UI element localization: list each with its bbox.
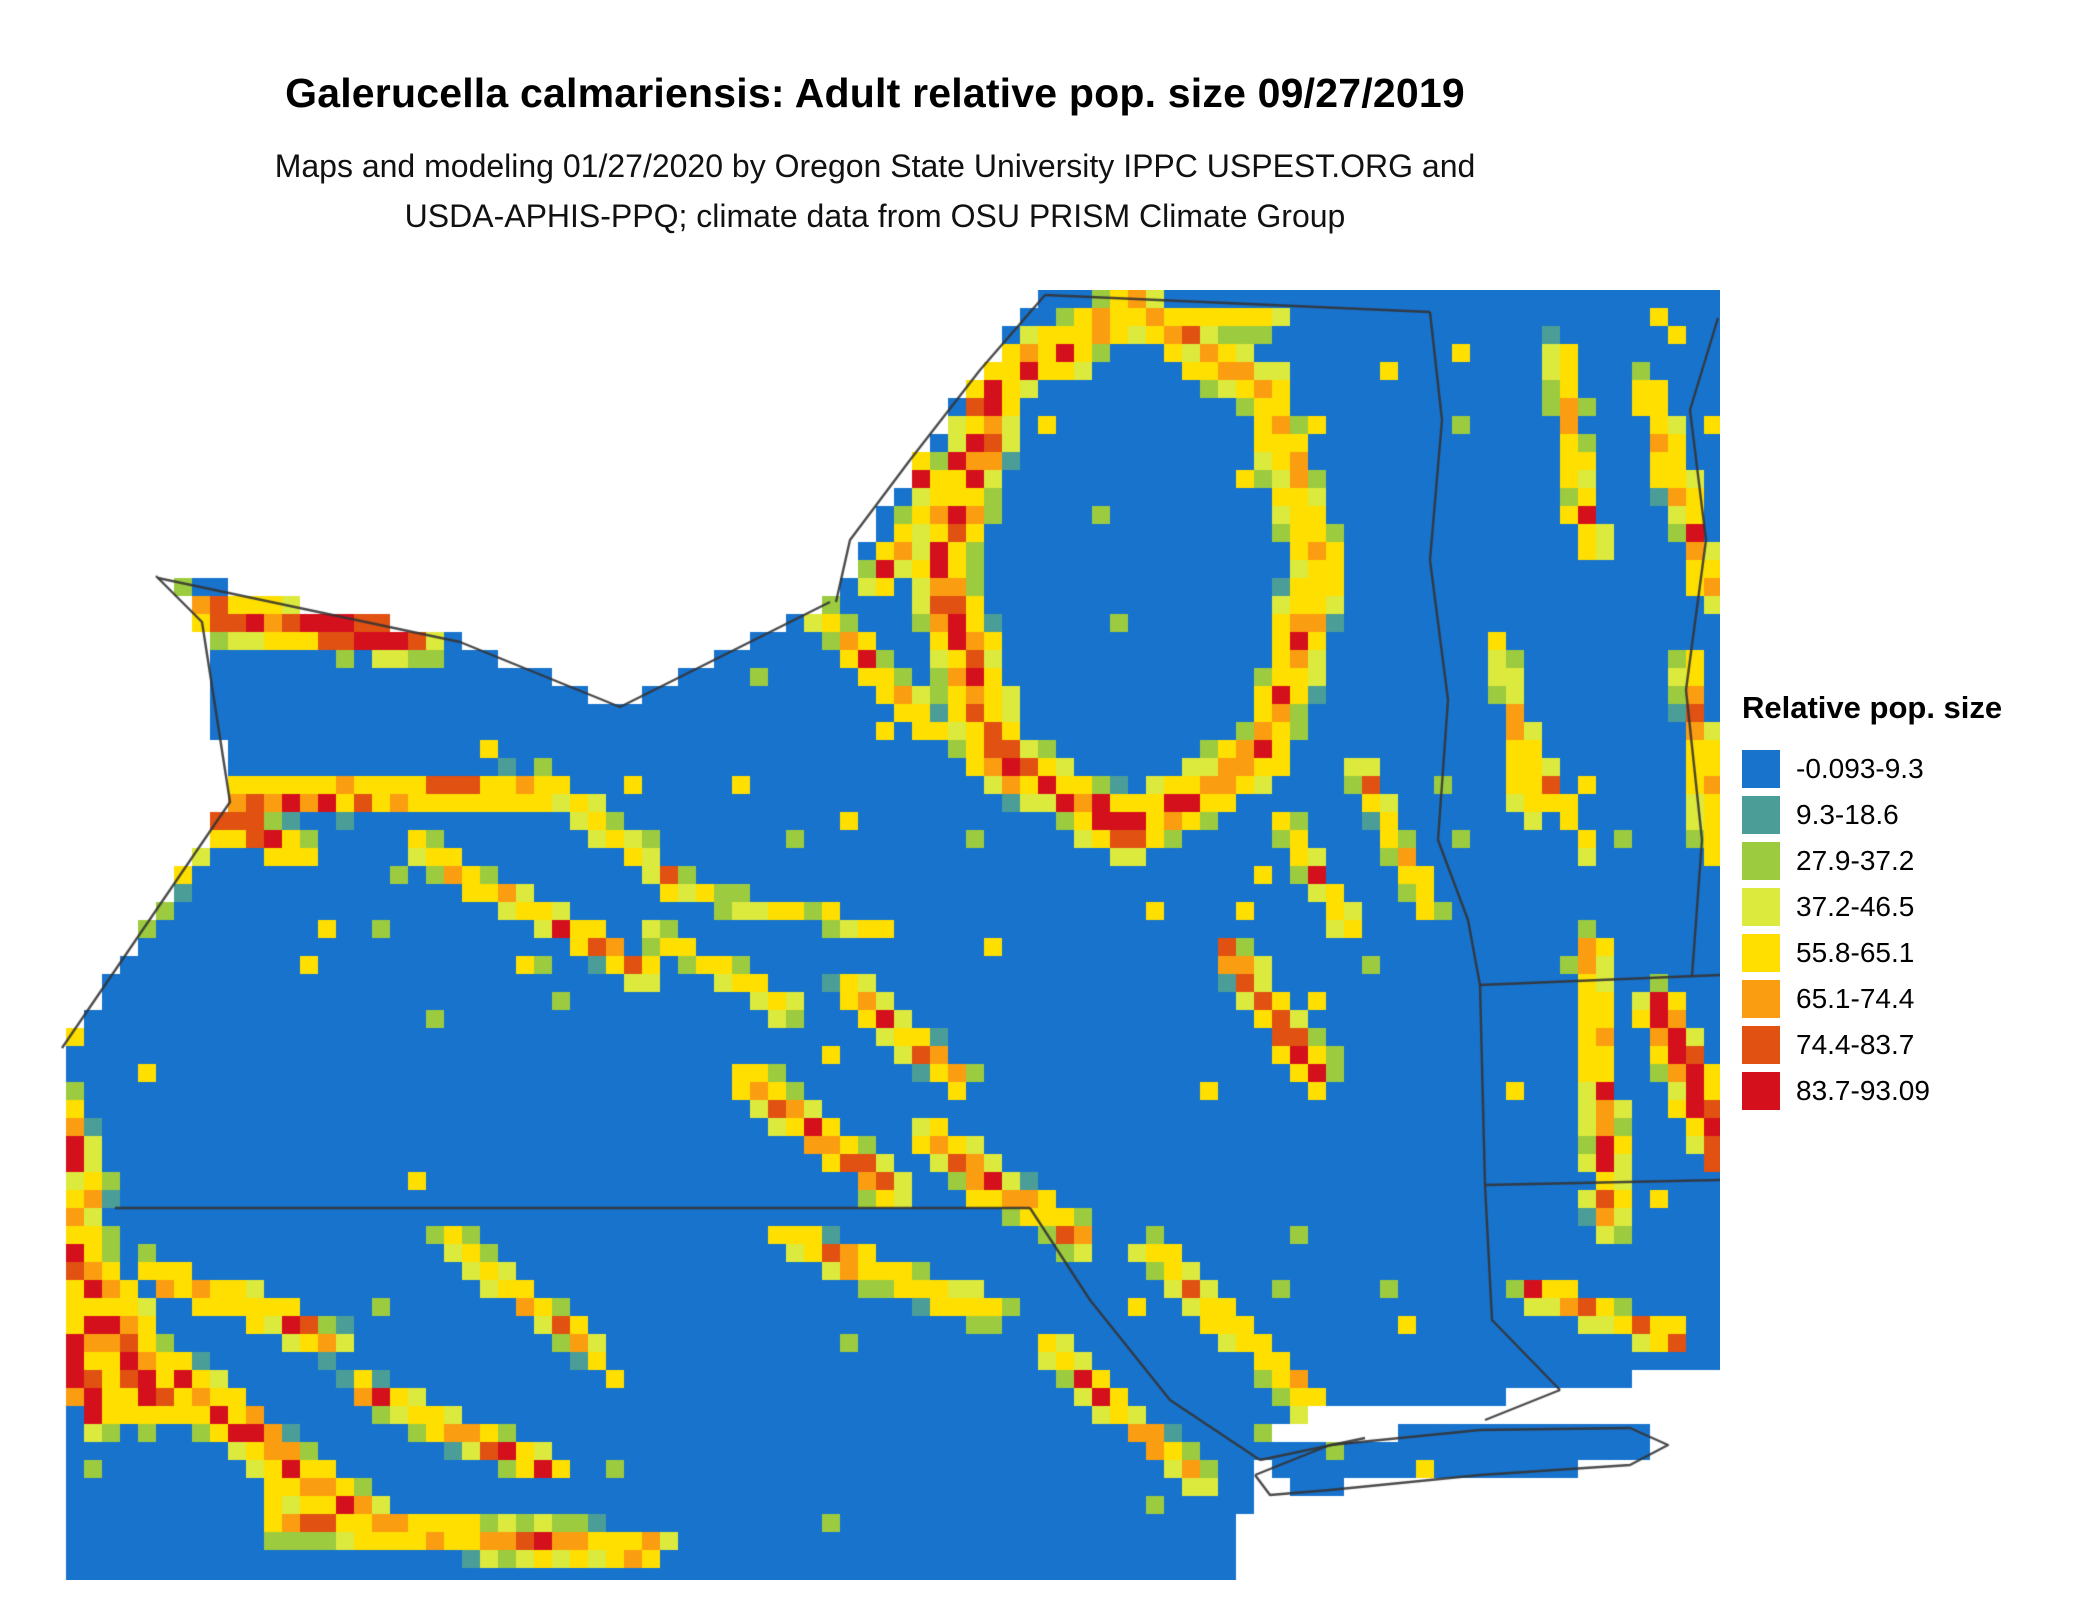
legend-entry: 55.8-65.1 (1742, 930, 2082, 976)
subtitle-line-2: USDA-APHIS-PPQ; climate data from OSU PR… (404, 198, 1346, 234)
subtitle-line-1: Maps and modeling 01/27/2020 by Oregon S… (274, 148, 1476, 184)
legend-swatch (1742, 934, 1780, 972)
legend-entry-label: 55.8-65.1 (1796, 937, 1915, 968)
legend-swatch (1742, 1072, 1780, 1110)
legend-entry-label: 9.3-18.6 (1796, 799, 1899, 830)
legend-entry: 65.1-74.4 (1742, 976, 2082, 1022)
legend: Relative pop. size -0.093-9.3 9.3-18.6 2… (1742, 690, 2082, 1114)
legend-title: Relative pop. size (1742, 690, 2003, 725)
legend-entry: 37.2-46.5 (1742, 884, 2082, 930)
legend-entry-label: 27.9-37.2 (1796, 845, 1915, 876)
legend-swatch (1742, 842, 1780, 880)
legend-entry: -0.093-9.3 (1742, 746, 2082, 792)
legend-entry-label: -0.093-9.3 (1796, 753, 1924, 784)
legend-swatch (1742, 750, 1780, 788)
legend-entry: 74.4-83.7 (1742, 1022, 2082, 1068)
legend-entry: 9.3-18.6 (1742, 792, 2082, 838)
legend-entry: 27.9-37.2 (1742, 838, 2082, 884)
legend-swatch (1742, 796, 1780, 834)
legend-entry-label: 74.4-83.7 (1796, 1029, 1915, 1060)
legend-entry-label: 65.1-74.4 (1796, 983, 1915, 1014)
page-title: Galerucella calmariensis: Adult relative… (285, 70, 1465, 116)
legend-entries: -0.093-9.3 9.3-18.6 27.9-37.2 37.2-46.5 … (1742, 746, 2082, 1114)
legend-entry-label: 83.7-93.09 (1796, 1075, 1930, 1106)
map-canvas (30, 290, 1720, 1580)
legend-entry: 83.7-93.09 (1742, 1068, 2082, 1114)
legend-swatch (1742, 980, 1780, 1018)
legend-entry-label: 37.2-46.5 (1796, 891, 1915, 922)
legend-swatch (1742, 1026, 1780, 1064)
legend-swatch (1742, 888, 1780, 926)
